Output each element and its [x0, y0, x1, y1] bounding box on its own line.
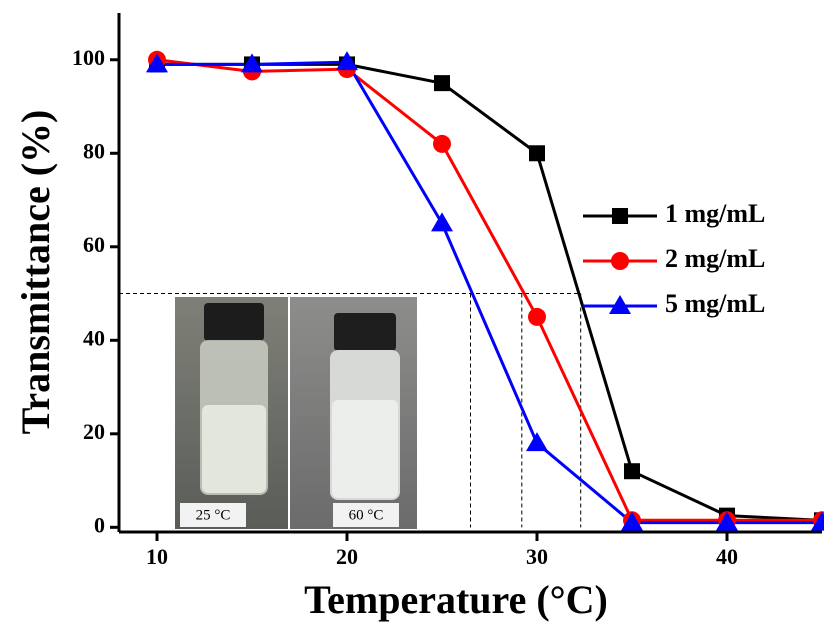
marker — [811, 511, 824, 531]
series-line — [157, 60, 822, 525]
legend-marker — [609, 295, 631, 314]
x-tick-label: 20 — [336, 544, 358, 569]
x-tick-label: 40 — [716, 544, 738, 569]
legend-marker — [612, 208, 628, 224]
marker — [624, 463, 640, 480]
x-tick-label: 10 — [146, 544, 168, 569]
marker — [716, 511, 738, 531]
marker — [434, 75, 450, 92]
y-tick-label: 0 — [94, 512, 105, 537]
marker — [526, 432, 548, 452]
marker — [241, 53, 263, 73]
series-line — [156, 58, 822, 522]
x-tick-label: 30 — [526, 544, 548, 569]
y-tick-label: 80 — [83, 138, 105, 163]
legend-marker — [611, 252, 629, 270]
y-tick-label: 100 — [72, 45, 105, 70]
y-tick-label: 20 — [83, 419, 105, 444]
marker — [431, 212, 453, 232]
marker — [529, 145, 545, 162]
inset-photo: 25 °C 60 °C — [175, 297, 417, 529]
legend-label: 5 mg/mL — [665, 289, 765, 318]
legend-label: 2 mg/mL — [665, 244, 765, 273]
marker — [528, 307, 546, 326]
inset-label: 25 °C — [196, 507, 231, 523]
inset-label: 60 °C — [349, 507, 384, 523]
marker — [146, 53, 168, 73]
marker — [433, 134, 451, 153]
x-axis-title: Temperature (°C) — [304, 577, 608, 622]
y-tick-label: 60 — [83, 232, 105, 257]
marker — [621, 511, 643, 531]
y-tick-label: 40 — [83, 325, 105, 350]
marker — [336, 51, 358, 71]
legend-label: 1 mg/mL — [665, 199, 765, 228]
y-axis-title: Transmittance (%) — [13, 110, 58, 435]
